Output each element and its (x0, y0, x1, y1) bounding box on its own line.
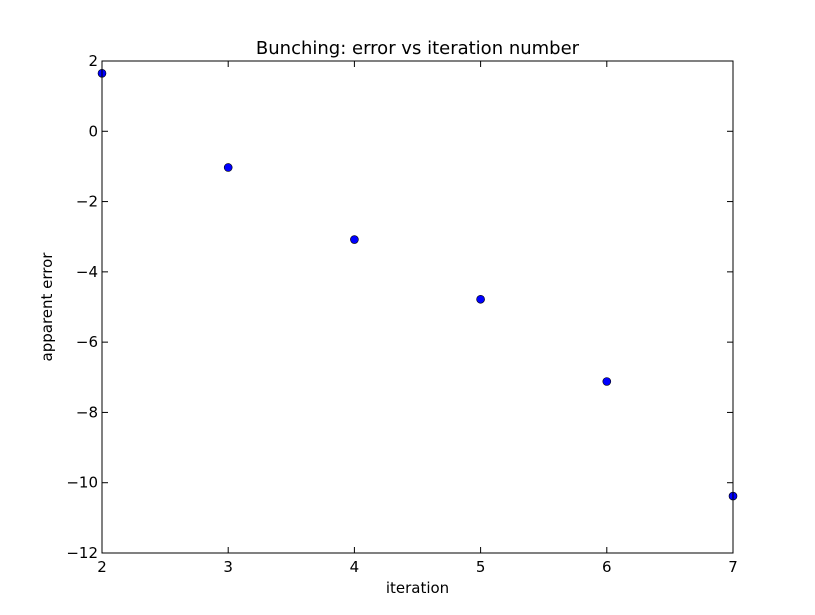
x-tick-label: 2 (97, 558, 107, 576)
chart-title: Bunching: error vs iteration number (256, 38, 580, 59)
x-tick-label: 6 (602, 558, 612, 576)
x-tick-label: 7 (728, 558, 738, 576)
x-tick-label: 4 (350, 558, 360, 576)
y-tick-label: −2 (76, 193, 98, 211)
y-tick-label: −10 (66, 474, 98, 492)
y-axis-label: apparent error (38, 252, 56, 362)
data-point (350, 235, 359, 244)
x-tick-label: 5 (476, 558, 486, 576)
y-tick-label: 2 (88, 52, 98, 70)
y-tick-label: −4 (76, 263, 98, 281)
data-point (223, 163, 233, 172)
y-tick-label: −6 (76, 333, 98, 351)
x-axis-label: iteration (386, 579, 449, 597)
y-tick-label: 0 (88, 122, 98, 140)
data-point (476, 294, 485, 304)
plot-frame (101, 60, 734, 554)
data-points (97, 69, 738, 501)
y-tick-label: −12 (66, 544, 98, 562)
y-tick-label: −8 (76, 403, 98, 421)
data-point (602, 377, 612, 386)
y-axis: 2 0 −2 −4 −6 −8 −10 −12 (66, 52, 733, 562)
x-tick-label: 3 (223, 558, 233, 576)
x-axis: 2 3 4 5 6 7 (97, 61, 738, 576)
